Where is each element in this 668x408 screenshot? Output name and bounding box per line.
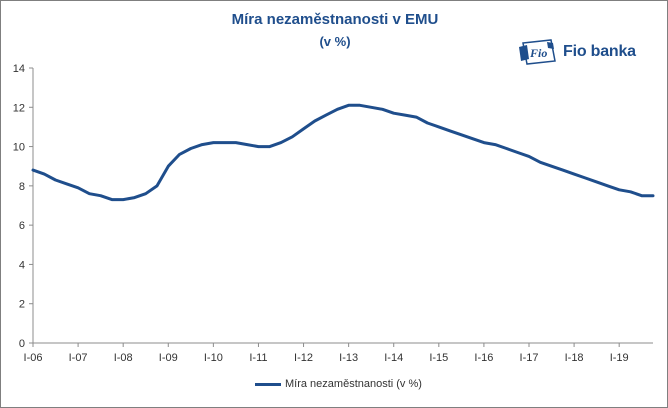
data-point [144,192,147,195]
data-point [314,120,316,122]
data-point [460,134,463,136]
data-point [550,165,553,167]
data-point [415,116,418,118]
x-tick-label: I-13 [339,352,358,364]
data-point [32,169,34,171]
data-point [347,104,350,107]
fio-banka-brand-text: Fio banka [563,43,636,60]
data-point [246,143,248,146]
data-point [43,173,46,175]
data-point [640,194,643,197]
data-point [584,177,587,179]
x-tick-label: I-18 [565,352,584,364]
data-point [528,155,530,158]
data-point [66,183,68,185]
x-tick-label: I-06 [24,352,43,364]
data-point [505,147,508,150]
y-tick-label: 0 [19,338,25,350]
data-point [381,108,384,111]
chart-title: Míra nezaměstnanosti v EMU [231,11,439,28]
data-point [190,147,192,150]
data-point [111,198,113,201]
y-tick-label: 6 [19,220,25,232]
data-point [494,143,497,146]
data-point [88,192,91,195]
data-point [392,112,395,114]
y-tick-label: 8 [19,181,25,193]
y-tick-label: 10 [13,142,25,154]
data-point [607,185,609,187]
x-tick-label: I-11 [249,352,267,364]
data-point [212,141,215,144]
series-line-unemployment [31,103,655,202]
data-point [167,165,170,167]
data-point [438,126,440,128]
data-point [201,143,203,146]
x-tick-label: I-16 [474,352,493,364]
x-tick-label: I-19 [610,352,629,364]
x-tick-label: I-17 [520,352,539,364]
data-point [268,145,271,148]
fio-logo-icon: Fio [519,39,556,65]
data-point [595,181,598,183]
y-tick-label: 14 [13,63,25,75]
chart-legend: Míra nezaměstnanosti (v %) [255,378,422,390]
data-point [483,141,485,144]
x-tick-label: I-07 [69,352,88,364]
data-point [122,198,124,201]
chart-subtitle: (v %) [319,34,351,49]
y-tick-label: 2 [19,299,25,311]
data-point [291,136,294,138]
y-axis: 0 2 4 6 8 10 12 14 [13,63,34,350]
data-point [99,194,102,197]
fio-banka-logo: Fio Fio banka [517,39,636,65]
data-point [325,114,327,116]
data-point [618,189,620,191]
data-point [516,151,519,154]
data-point [302,128,305,130]
data-point [449,130,451,132]
x-tick-label: I-15 [429,352,448,364]
data-point [404,114,406,116]
data-point [280,141,282,144]
data-point [133,196,136,199]
data-point [77,187,79,189]
x-tick-label: I-14 [384,352,403,364]
data-point [652,194,654,197]
data-point [573,173,575,175]
data-point [178,153,181,156]
fio-logo-mark-text: Fio [529,46,547,60]
legend-label: Míra nezaměstnanosti (v %) [285,378,422,390]
x-tick-label: I-12 [294,352,313,364]
y-tick-label: 4 [19,259,25,271]
data-point [54,179,57,181]
x-tick-label: I-10 [204,352,223,364]
data-point [336,108,339,111]
data-point [539,161,542,164]
data-point [156,185,158,187]
data-point [223,141,226,144]
data-point [562,169,564,171]
x-tick-label: I-09 [159,352,178,364]
data-point [629,191,632,193]
data-point [359,104,361,107]
data-point [471,137,474,140]
data-point [257,145,260,148]
x-axis: I-06 I-07 I-08 I-09 I-10 I-11 I-12 I-13 I-14 I-15… [24,342,653,364]
y-tick-label: 12 [13,102,25,114]
series-layer [31,103,655,202]
data-point [235,141,237,144]
data-point [426,122,429,124]
x-tick-label: I-08 [114,352,133,364]
data-point [370,106,373,109]
legend-swatch [255,382,281,386]
